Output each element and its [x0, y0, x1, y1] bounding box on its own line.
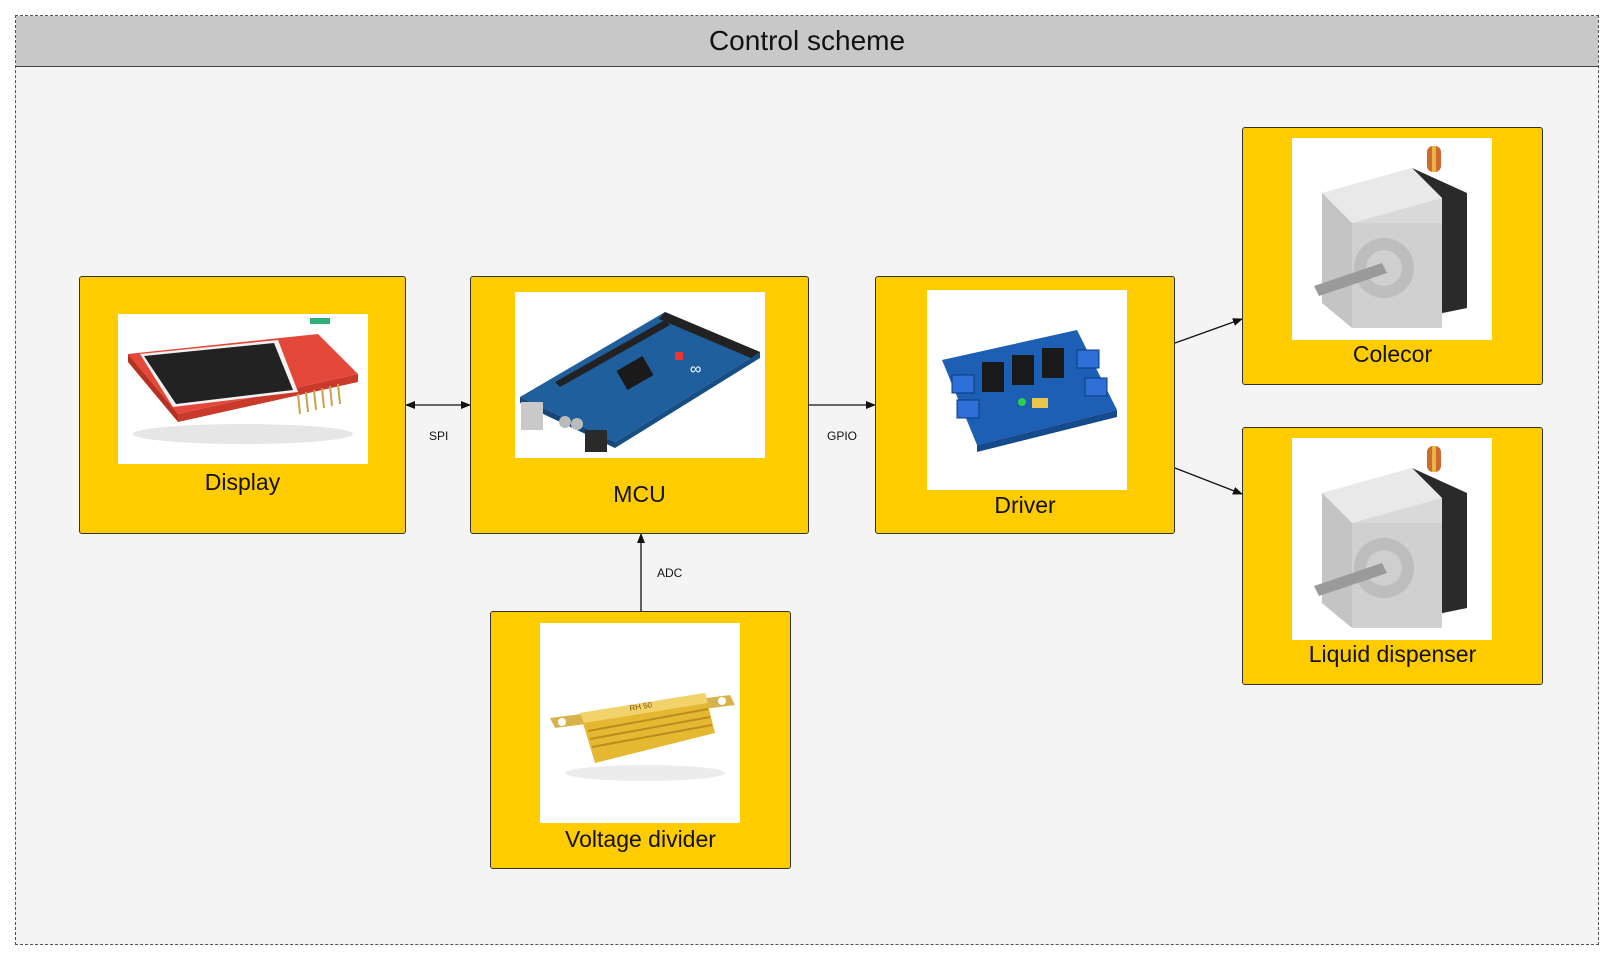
dispenser-connector: [1174, 467, 1243, 495]
display-label: Display: [204, 469, 281, 495]
display-node[interactable]: Display: [79, 276, 406, 534]
colecor-connector: [1174, 318, 1243, 344]
svg-text:RH 50: RH 50: [629, 700, 653, 713]
colecor-label: Colecor: [1352, 341, 1433, 367]
diagram-title: Control scheme: [16, 16, 1598, 67]
dispenser-node[interactable]: Liquid dispenser: [1242, 427, 1543, 685]
voltage-divider-label: Voltage divider: [565, 826, 716, 852]
adc-label: ADC: [657, 566, 683, 580]
voltage-divider-node[interactable]: RH 50 Voltage divider: [490, 611, 791, 869]
arduino-mega-board-image: ∞: [515, 292, 765, 458]
spi-label: SPI: [429, 429, 449, 443]
dispenser-label: Liquid dispenser: [1308, 641, 1477, 667]
stepper-motor-image: [1292, 138, 1492, 340]
mcu-node[interactable]: ∞ MCU: [470, 276, 809, 534]
svg-text:∞: ∞: [690, 361, 701, 378]
gpio-label: GPIO: [827, 429, 858, 443]
driver-label: Driver: [994, 492, 1056, 518]
colecor-node[interactable]: Colecor: [1242, 127, 1543, 385]
tft-display-module-image: [118, 314, 368, 464]
mcu-label: MCU: [613, 481, 666, 507]
power-resistor-image: RH 50: [540, 623, 740, 823]
stepper-motor-image: [1292, 438, 1492, 640]
driver-node[interactable]: Driver: [875, 276, 1175, 534]
motor-driver-shield-image: [927, 290, 1127, 490]
